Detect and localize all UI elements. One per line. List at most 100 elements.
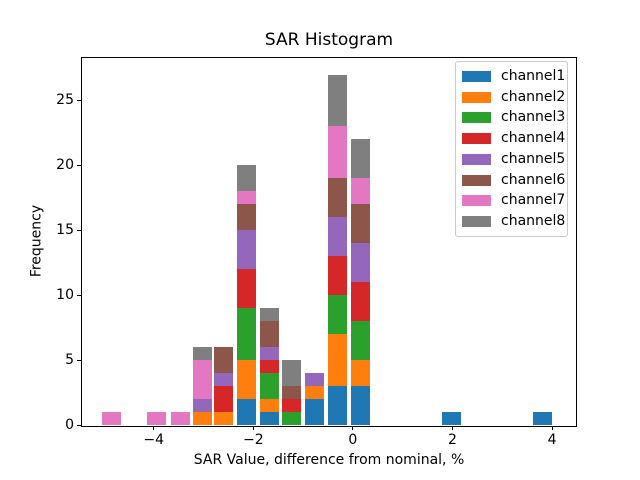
x-tick-mark [551, 426, 553, 430]
bar-segment-channel3 [351, 321, 371, 361]
bar-segment-channel6 [282, 386, 302, 400]
x-tick-mark [153, 426, 155, 430]
y-tick-mark [77, 359, 81, 361]
bar-segment-channel5 [237, 230, 257, 270]
legend-swatch-channel1 [462, 71, 491, 82]
bar-segment-channel5 [260, 347, 280, 361]
x-axis-label: SAR Value, difference from nominal, % [193, 452, 465, 468]
y-tick-mark [77, 229, 81, 231]
bar-segment-channel3 [282, 412, 302, 425]
legend-label-channel4: channel4 [501, 130, 566, 147]
bar-segment-channel2 [192, 412, 212, 425]
y-tick-label: 0 [65, 417, 74, 433]
legend-swatch-channel2 [462, 91, 491, 103]
bar-segment-channel2 [213, 412, 233, 425]
legend-item-channel8: channel8 [462, 214, 565, 228]
bar-segment-channel4 [327, 256, 347, 296]
bar-segment-channel8 [327, 74, 347, 127]
bar-segment-channel8 [260, 308, 280, 322]
x-tick-mark [352, 426, 354, 430]
legend-swatch-channel8 [462, 215, 491, 227]
legend: channel1 channel2 channel3 channel4 channel5… [455, 61, 568, 237]
x-tick-label: 0 [348, 432, 358, 448]
bar-segment-channel7 [192, 360, 212, 400]
bar-segment-channel2 [351, 360, 371, 387]
legend-label-channel8: channel8 [501, 212, 566, 229]
bar-segment-channel3 [327, 295, 347, 335]
bar-segment-channel2 [305, 386, 325, 400]
bar-segment-channel6 [327, 178, 347, 218]
legend-label-channel3: channel3 [501, 109, 566, 126]
legend-swatch-channel5 [462, 153, 491, 165]
legend-item-channel1: channel1 [462, 69, 565, 83]
bar-segment-channel1 [237, 399, 257, 425]
legend-label-channel1: channel1 [501, 68, 566, 84]
legend-label-channel6: channel6 [501, 171, 566, 188]
bar-segment-channel7 [327, 126, 347, 179]
bar-segment-channel2 [327, 334, 347, 387]
legend-item-channel3: channel3 [462, 110, 565, 124]
x-tick-label: 4 [547, 432, 557, 448]
y-tick-mark [77, 424, 81, 426]
bar-segment-channel5 [351, 243, 371, 283]
bar-segment-channel4 [213, 386, 233, 412]
legend-swatch-channel4 [462, 133, 491, 145]
bar-segment-channel1 [260, 412, 280, 425]
bar-segment-channel4 [351, 282, 371, 322]
bar-segment-channel8 [192, 347, 212, 361]
bar-segment-channel1 [351, 386, 371, 425]
bar-segment-channel5 [213, 373, 233, 387]
x-tick-label: −2 [242, 432, 264, 448]
bar-segment-channel4 [237, 269, 257, 309]
bar-segment-channel1 [327, 386, 347, 425]
bar-segment-channel1 [305, 399, 325, 425]
legend-swatch-channel6 [462, 174, 491, 186]
x-tick-label: 2 [448, 432, 457, 448]
legend-item-channel4: channel4 [462, 131, 565, 145]
x-tick-mark [252, 426, 254, 430]
bar-segment-channel4 [282, 399, 302, 412]
x-tick-mark [451, 426, 453, 430]
bar-segment-channel5 [327, 217, 347, 257]
legend-item-channel6: channel6 [462, 173, 565, 187]
y-axis-label: Frequency [28, 204, 45, 278]
chart-title: SAR Histogram [264, 30, 394, 50]
bar-segment-channel7 [170, 412, 190, 425]
legend-item-channel7: channel7 [462, 193, 565, 207]
y-tick-mark [77, 99, 81, 101]
y-tick-mark [77, 164, 81, 166]
bar-segment-channel3 [260, 373, 280, 400]
y-tick-label: 20 [56, 157, 74, 174]
bar-segment-channel7 [351, 178, 371, 205]
bar-segment-channel2 [237, 360, 257, 400]
bar-segment-channel3 [237, 308, 257, 361]
bar-segment-channel7 [147, 412, 167, 425]
legend-label-channel2: channel2 [501, 88, 566, 105]
bar-segment-channel8 [351, 139, 371, 179]
y-tick-label: 10 [56, 287, 74, 304]
bar-segment-channel5 [192, 399, 212, 412]
bar-segment-channel8 [282, 360, 302, 387]
y-tick-label: 5 [65, 352, 74, 369]
y-tick-label: 25 [56, 92, 74, 109]
y-tick-mark [77, 294, 81, 296]
bar-segment-channel1 [532, 412, 552, 425]
bar-segment-channel6 [213, 347, 233, 374]
legend-item-channel5: channel5 [462, 152, 565, 166]
x-tick-label: −4 [143, 432, 165, 448]
bar-segment-channel6 [351, 204, 371, 244]
bar-segment-channel2 [260, 399, 280, 412]
bar-segment-channel5 [305, 373, 325, 387]
legend-swatch-channel3 [462, 112, 491, 124]
y-tick-label: 15 [56, 222, 74, 239]
bar-segment-channel7 [237, 191, 257, 205]
legend-swatch-channel7 [462, 195, 491, 207]
legend-label-channel7: channel7 [501, 192, 566, 209]
bar-segment-channel4 [260, 360, 280, 374]
bar-segment-channel7 [102, 412, 122, 425]
bar-segment-channel8 [237, 165, 257, 192]
legend-item-channel2: channel2 [462, 90, 565, 104]
bar-segment-channel1 [442, 412, 462, 425]
bar-segment-channel6 [237, 204, 257, 231]
